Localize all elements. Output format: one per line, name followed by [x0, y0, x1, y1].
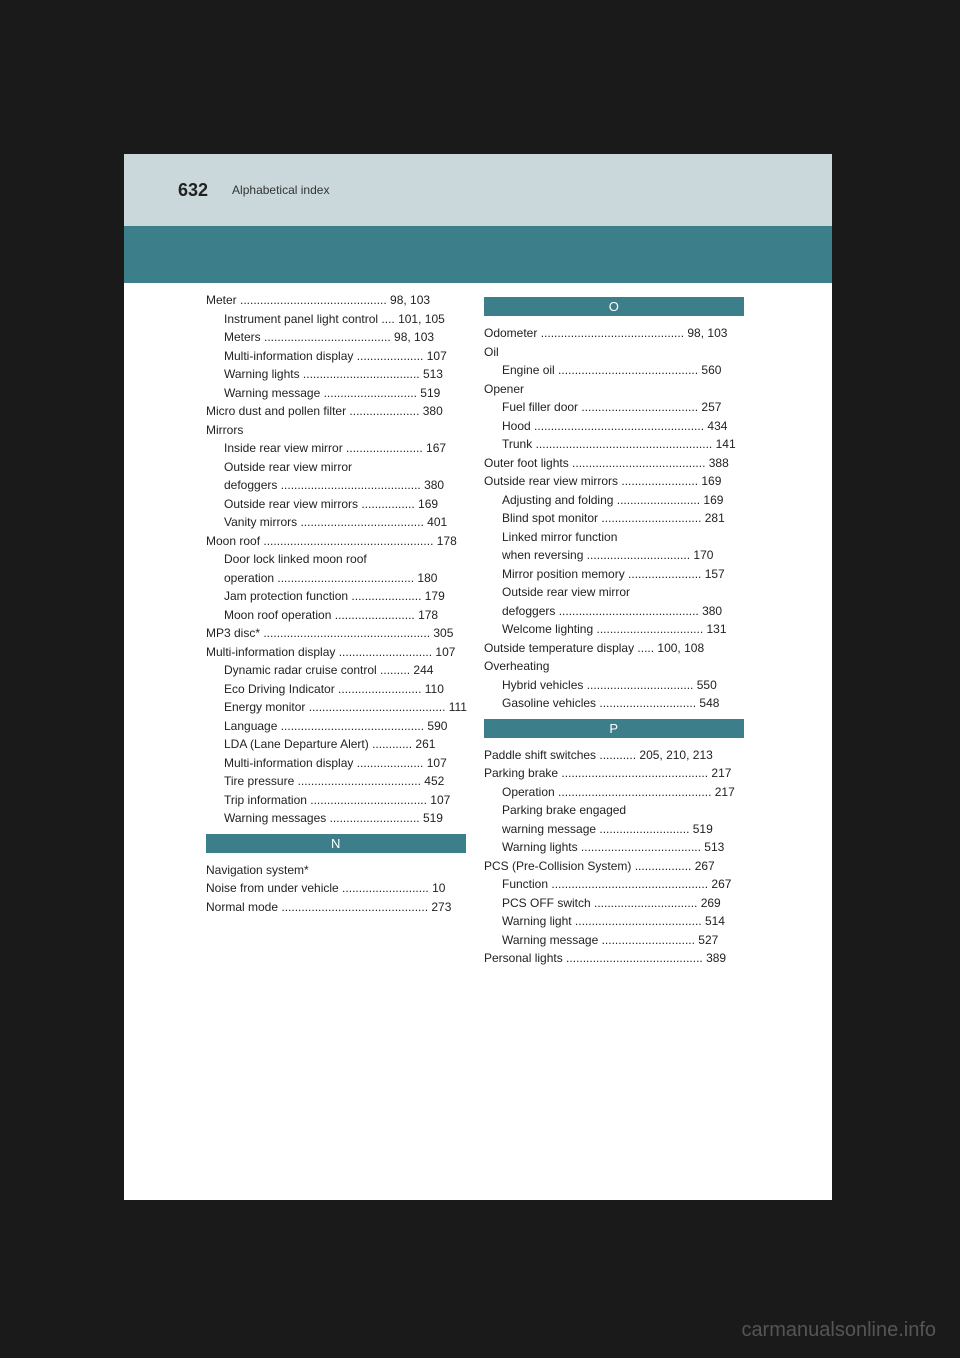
index-entry: Parking brake ..........................… — [484, 764, 744, 783]
index-entry: Outside rear view mirrors ..............… — [484, 472, 744, 491]
index-entry: Meter ..................................… — [206, 291, 466, 310]
index-entry: Warning light ..........................… — [484, 912, 744, 931]
teal-band — [124, 226, 832, 283]
page-title: Alphabetical index — [232, 183, 329, 197]
index-entry: Outside temperature display ..... 100, 1… — [484, 639, 744, 658]
index-entry: PCS OFF switch .........................… — [484, 894, 744, 913]
index-entry: Oil — [484, 343, 744, 362]
index-entry: Opener — [484, 380, 744, 399]
index-entry: Engine oil .............................… — [484, 361, 744, 380]
index-entry: Warning messages .......................… — [206, 809, 466, 828]
index-entry: Parking brake engaged — [484, 801, 744, 820]
index-entry: Trip information .......................… — [206, 791, 466, 810]
letter-bar-n: N — [206, 834, 466, 853]
index-entry: Noise from under vehicle ...............… — [206, 879, 466, 898]
index-entry: Gasoline vehicles ......................… — [484, 694, 744, 713]
letter-bar-p: P — [484, 719, 744, 738]
index-entry: LDA (Lane Departure Alert) ............ … — [206, 735, 466, 754]
index-entry: defoggers ..............................… — [206, 476, 466, 495]
header-band: 632 Alphabetical index — [124, 154, 832, 226]
index-entry: Vanity mirrors .........................… — [206, 513, 466, 532]
index-entry: Door lock linked moon roof — [206, 550, 466, 569]
index-entry: Micro dust and pollen filter ...........… — [206, 402, 466, 421]
left-column: Meter ..................................… — [206, 291, 466, 916]
index-entry: defoggers ..............................… — [484, 602, 744, 621]
index-entry: Multi-information display ..............… — [206, 754, 466, 773]
index-entry: Multi-information display ..............… — [206, 347, 466, 366]
index-entry: Mirror position memory .................… — [484, 565, 744, 584]
index-entry: Warning lights .........................… — [484, 838, 744, 857]
index-entry: when reversing .........................… — [484, 546, 744, 565]
watermark-text: carmanualsonline.info — [741, 1319, 936, 1342]
index-entry: Function ...............................… — [484, 875, 744, 894]
index-entry: Mirrors — [206, 421, 466, 440]
index-entry: Adjusting and folding ..................… — [484, 491, 744, 510]
index-entry: Warning lights .........................… — [206, 365, 466, 384]
index-entry: Trunk ..................................… — [484, 435, 744, 454]
index-entry: Tire pressure ..........................… — [206, 772, 466, 791]
index-entry: warning message ........................… — [484, 820, 744, 839]
index-content: Meter ..................................… — [124, 283, 832, 1200]
index-entry: Meters .................................… — [206, 328, 466, 347]
index-entry: Fuel filler door .......................… — [484, 398, 744, 417]
index-entry: Welcome lighting .......................… — [484, 620, 744, 639]
page-number: 632 — [178, 180, 208, 201]
index-entry: Outside rear view mirror — [206, 458, 466, 477]
index-entry: Instrument panel light control .... 101,… — [206, 310, 466, 329]
letter-bar-o: O — [484, 297, 744, 316]
index-entry: Outside rear view mirrors ..............… — [206, 495, 466, 514]
manual-page: 632 Alphabetical index Meter ...........… — [124, 154, 832, 1200]
index-entry: Hood ...................................… — [484, 417, 744, 436]
index-entry: Paddle shift switches ........... 205, 2… — [484, 746, 744, 765]
index-entry: Navigation system* — [206, 861, 466, 880]
index-entry: Personal lights ........................… — [484, 949, 744, 968]
index-entry: Dynamic radar cruise control ......... 2… — [206, 661, 466, 680]
right-column: O Odometer ..............................… — [484, 291, 744, 968]
index-entry: Warning message ........................… — [206, 384, 466, 403]
index-entry: operation ..............................… — [206, 569, 466, 588]
index-entry: Eco Driving Indicator ..................… — [206, 680, 466, 699]
index-entry: Operation ..............................… — [484, 783, 744, 802]
index-entry: Inside rear view mirror ................… — [206, 439, 466, 458]
index-entry: Warning message ........................… — [484, 931, 744, 950]
index-entry: Overheating — [484, 657, 744, 676]
index-entry: PCS (Pre-Collision System) .............… — [484, 857, 744, 876]
index-entry: Moon roof operation ....................… — [206, 606, 466, 625]
index-entry: Outer foot lights ......................… — [484, 454, 744, 473]
index-entry: Jam protection function ................… — [206, 587, 466, 606]
index-entry: Linked mirror function — [484, 528, 744, 547]
index-entry: Normal mode ............................… — [206, 898, 466, 917]
index-entry: Multi-information display ..............… — [206, 643, 466, 662]
index-entry: Language ...............................… — [206, 717, 466, 736]
index-entry: Odometer ...............................… — [484, 324, 744, 343]
index-entry: Blind spot monitor .....................… — [484, 509, 744, 528]
index-entry: Outside rear view mirror — [484, 583, 744, 602]
index-entry: MP3 disc* ..............................… — [206, 624, 466, 643]
index-entry: Moon roof ..............................… — [206, 532, 466, 551]
index-entry: Hybrid vehicles ........................… — [484, 676, 744, 695]
index-entry: Energy monitor .........................… — [206, 698, 466, 717]
